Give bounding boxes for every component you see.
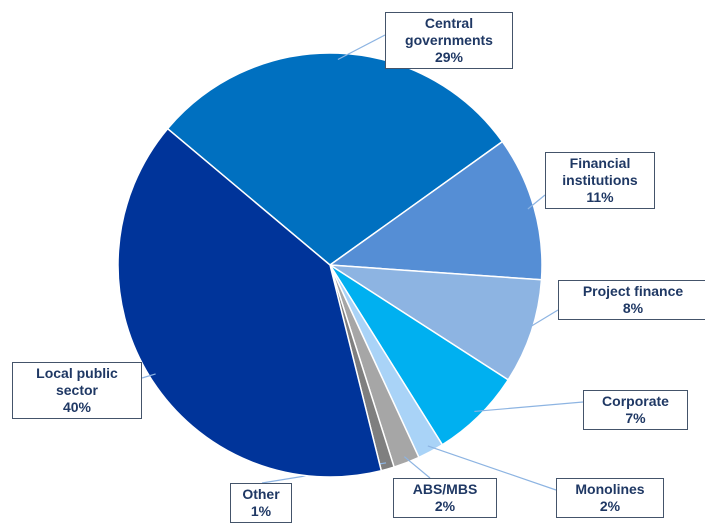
pie-slice bbox=[166, 52, 504, 266]
slice-name: Corporate bbox=[602, 393, 669, 409]
leader-line bbox=[141, 373, 156, 379]
pie-slice bbox=[329, 264, 543, 381]
data-label: Financial institutions 11% bbox=[545, 152, 655, 209]
slice-value: 2% bbox=[434, 498, 456, 514]
leader-line bbox=[527, 194, 546, 210]
pie-slice bbox=[327, 140, 543, 281]
slice-name: Financial institutions bbox=[562, 155, 638, 188]
slice-name: Project finance bbox=[582, 283, 684, 299]
leader-line bbox=[337, 34, 386, 61]
slice-name: Local public sector bbox=[36, 365, 118, 398]
data-label: Local public sector 40% bbox=[12, 362, 142, 419]
data-label: ABS/MBS 2% bbox=[393, 478, 497, 518]
data-label: Other 1% bbox=[230, 483, 292, 523]
leader-line bbox=[524, 309, 559, 331]
slice-value: 40% bbox=[62, 399, 92, 415]
slice-value: 8% bbox=[622, 300, 644, 316]
pie-slice bbox=[117, 127, 383, 478]
slice-name: Monolines bbox=[575, 481, 645, 497]
slice-value: 2% bbox=[599, 498, 621, 514]
data-label: Monolines 2% bbox=[556, 478, 664, 518]
leader-line bbox=[427, 445, 557, 491]
data-label: Central governments 29% bbox=[385, 12, 513, 69]
slice-value: 7% bbox=[625, 410, 646, 426]
slice-value: 11% bbox=[586, 189, 614, 205]
leader-line bbox=[474, 401, 584, 413]
slice-value: 29% bbox=[434, 49, 464, 65]
slice-name: ABS/MBS bbox=[412, 481, 478, 497]
leader-line bbox=[403, 456, 431, 479]
data-label: Corporate 7% bbox=[583, 390, 688, 430]
slice-name: Central governments bbox=[405, 15, 493, 48]
slice-value: 1% bbox=[250, 503, 272, 519]
data-label: Project finance 8% bbox=[558, 280, 705, 320]
slice-name: Other bbox=[242, 486, 280, 502]
